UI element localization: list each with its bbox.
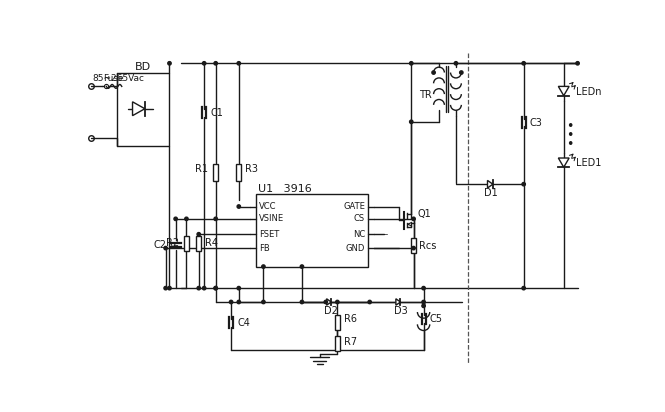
Circle shape: [214, 62, 217, 65]
Circle shape: [168, 62, 171, 65]
Polygon shape: [396, 299, 400, 305]
Text: LEDn: LEDn: [576, 87, 602, 97]
Text: R7: R7: [344, 337, 356, 347]
Text: D3: D3: [394, 306, 408, 316]
Circle shape: [214, 286, 217, 290]
Text: LED1: LED1: [576, 158, 601, 169]
Text: NC: NC: [353, 230, 365, 239]
Circle shape: [214, 286, 217, 290]
Circle shape: [262, 300, 265, 304]
Circle shape: [522, 62, 525, 65]
Circle shape: [202, 62, 206, 65]
Circle shape: [300, 300, 304, 304]
Bar: [256, 194, 368, 267]
Circle shape: [412, 217, 415, 220]
Polygon shape: [487, 180, 493, 188]
Circle shape: [410, 62, 413, 65]
Circle shape: [164, 286, 168, 290]
Text: •: •: [566, 129, 574, 142]
Circle shape: [412, 246, 415, 250]
Circle shape: [324, 300, 327, 304]
Text: Rcs: Rcs: [419, 241, 436, 251]
Circle shape: [214, 217, 217, 220]
Bar: [236, 164, 241, 181]
Circle shape: [422, 300, 426, 304]
Polygon shape: [327, 299, 331, 305]
Text: •: •: [566, 138, 574, 152]
Circle shape: [164, 246, 168, 250]
Bar: [213, 164, 218, 181]
Bar: [334, 336, 340, 351]
Text: R3: R3: [245, 164, 258, 174]
Text: FB: FB: [259, 243, 269, 253]
Text: C4: C4: [237, 318, 250, 328]
Circle shape: [197, 286, 200, 290]
Circle shape: [454, 62, 458, 65]
Bar: [334, 315, 340, 330]
Text: R1: R1: [195, 164, 208, 174]
Circle shape: [522, 183, 525, 186]
Text: D1: D1: [483, 188, 497, 199]
Circle shape: [237, 62, 241, 65]
Polygon shape: [559, 87, 569, 96]
Text: TR: TR: [419, 90, 432, 100]
Circle shape: [262, 265, 265, 268]
Polygon shape: [559, 158, 569, 167]
Text: C5: C5: [430, 314, 443, 324]
Text: VSINE: VSINE: [259, 214, 284, 223]
Text: FSET: FSET: [259, 230, 279, 239]
Text: C1: C1: [210, 108, 223, 117]
Text: •: •: [566, 120, 574, 133]
Text: C3: C3: [530, 117, 543, 128]
Circle shape: [237, 300, 241, 304]
Circle shape: [237, 205, 241, 208]
Text: GND: GND: [346, 243, 365, 253]
Text: C2: C2: [154, 240, 166, 250]
Circle shape: [185, 217, 188, 220]
Circle shape: [202, 286, 206, 290]
Text: GATE: GATE: [343, 202, 365, 211]
Text: CS: CS: [354, 214, 365, 223]
Circle shape: [229, 300, 233, 304]
Circle shape: [197, 232, 200, 236]
Text: R4: R4: [205, 239, 218, 248]
Polygon shape: [132, 102, 145, 116]
Circle shape: [576, 62, 579, 65]
Bar: [117, 73, 170, 146]
Text: D2: D2: [325, 306, 338, 316]
Circle shape: [522, 286, 525, 290]
Circle shape: [422, 286, 426, 290]
Circle shape: [460, 71, 463, 74]
Circle shape: [422, 304, 426, 307]
Circle shape: [368, 300, 371, 304]
Text: VCC: VCC: [259, 202, 277, 211]
Circle shape: [174, 217, 178, 220]
Text: BD: BD: [135, 62, 152, 72]
Text: Fuse: Fuse: [103, 74, 124, 83]
Bar: [196, 236, 201, 251]
Text: R2: R2: [166, 239, 180, 248]
Circle shape: [336, 300, 339, 304]
Circle shape: [410, 120, 413, 124]
Bar: [184, 236, 189, 251]
Bar: [411, 238, 416, 253]
Circle shape: [432, 71, 436, 74]
Text: 85~265Vac: 85~265Vac: [92, 74, 144, 83]
Circle shape: [300, 265, 304, 268]
Text: Q1: Q1: [418, 209, 431, 219]
Circle shape: [168, 286, 171, 290]
Text: R6: R6: [344, 314, 356, 324]
Text: U1   3916: U1 3916: [258, 184, 312, 194]
Circle shape: [237, 286, 241, 290]
